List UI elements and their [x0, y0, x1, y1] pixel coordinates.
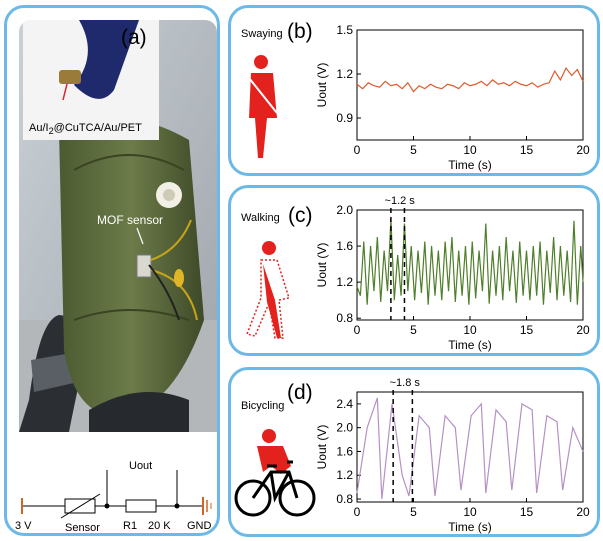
x-tick-label: 20: [576, 505, 590, 519]
panel-label-a: (a): [121, 26, 147, 49]
period-annotation: ~1.8 s: [390, 377, 421, 389]
x-tick-label: 5: [410, 323, 417, 337]
circuit-voltage-label: 3 V: [15, 520, 32, 532]
sensor-pointer-line: [136, 227, 144, 245]
activity-label-swaying: Swaying: [241, 28, 283, 40]
panel-label-d: (d): [287, 381, 313, 404]
bicycling-figure-icon: [234, 429, 316, 517]
photo-panel: (a) Au/I2@CuTCA/Au/PET MOF sensor Uout 3…: [4, 5, 220, 536]
y-tick-label: 1.2: [336, 468, 353, 482]
y-tick-label: 2.0: [336, 421, 353, 435]
circuit-resistance-label: 20 K: [148, 520, 171, 532]
circuit-sensor-label: Sensor: [65, 522, 100, 534]
x-axis-label: Time (s): [448, 158, 492, 172]
y-axis-label: Uout (V): [315, 243, 329, 288]
circuit-resistor-label: R1: [123, 520, 138, 532]
series-line: [356, 218, 584, 305]
chart-panel-bicycling: Bicycling (d) 0 5 10 15 20 0.8 1.2 1.6 2.0 2.4 Tim…: [228, 367, 600, 537]
series-line: [356, 397, 584, 500]
x-axis-label: Time (s): [448, 520, 492, 534]
x-tick-label: 20: [576, 323, 590, 337]
x-tick-label: 15: [520, 143, 534, 157]
x-tick-label: 5: [410, 143, 417, 157]
resistor-symbol: [125, 499, 157, 513]
knee-brace-illustration: [19, 20, 217, 432]
x-tick-label: 20: [576, 143, 590, 157]
series-line: [356, 66, 584, 93]
mof-sensor-label: MOF sensor: [97, 213, 164, 227]
y-tick-label: 1.5: [336, 23, 353, 37]
y-tick-label: 1.6: [336, 444, 353, 458]
x-tick-label: 10: [463, 505, 477, 519]
panel-label-b: (b): [287, 20, 313, 43]
period-annotation: ~1.2 s: [385, 195, 416, 207]
chart-panel-swaying: Swaying (b) 0 5 10 15 20 0.9 1.2 1.5 Time (s) Uou…: [228, 5, 600, 176]
x-tick-label: 10: [463, 323, 477, 337]
x-tick-label: 15: [520, 323, 534, 337]
x-tick-label: 15: [520, 505, 534, 519]
y-tick-label: 2.4: [336, 397, 353, 411]
x-tick-label: 0: [354, 323, 361, 337]
x-tick-label: 5: [410, 505, 417, 519]
swaying-chart: 0 5 10 15 20 0.9 1.2 1.5 Time (s) Uout (V): [315, 23, 590, 172]
bicycling-chart: 0 5 10 15 20 0.8 1.2 1.6 2.0 2.4 Time (s) Uout (V) ~…: [315, 377, 590, 534]
y-tick-label: 1.2: [336, 67, 353, 81]
activity-label-walking: Walking: [241, 212, 280, 224]
activity-label-bicycling: Bicycling: [241, 400, 285, 412]
y-axis-label: Uout (V): [315, 63, 329, 108]
circuit-diagram: [21, 470, 212, 519]
walking-figure-icon: [245, 241, 290, 339]
x-axis-label: Time (s): [448, 338, 492, 352]
y-tick-label: 0.9: [336, 111, 353, 125]
y-tick-label: 0.8: [336, 311, 353, 325]
y-axis-label: Uout (V): [315, 425, 329, 470]
circuit-output-label: Uout: [129, 460, 153, 472]
y-tick-label: 1.6: [336, 239, 353, 253]
y-tick-label: 2.0: [336, 203, 353, 217]
x-tick-label: 0: [354, 505, 361, 519]
knee-sensor-photo: (a) Au/I2@CuTCA/Au/PET MOF sensor: [19, 20, 217, 432]
panel-label-c: (c): [288, 204, 313, 227]
walking-chart: 0 5 10 15 20 0.8 1.2 1.6 2.0 Time (s) Uout (V) ~1.2…: [315, 195, 590, 352]
inset-caption: Au/I2@CuTCA/Au/PET: [29, 122, 142, 137]
y-tick-label: 0.8: [336, 492, 353, 506]
swaying-figure-icon: [248, 55, 278, 158]
x-tick-label: 0: [354, 143, 361, 157]
chart-panel-walking: Walking (c) 0 5 10 15 20 0.8 1.2 1.6 2.0 Time (s)…: [228, 185, 600, 356]
circuit-ground-label: GND: [187, 520, 212, 532]
y-tick-label: 1.2: [336, 275, 353, 289]
plot-frame: [356, 391, 584, 503]
x-tick-label: 10: [463, 143, 477, 157]
